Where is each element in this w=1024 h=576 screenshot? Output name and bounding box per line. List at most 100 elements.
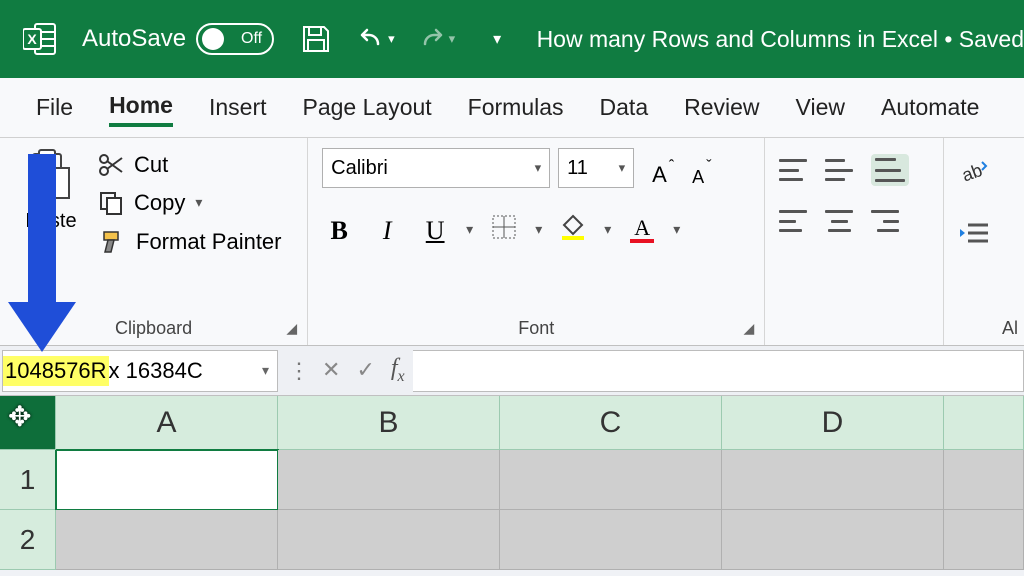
chevron-down-icon: ▾ xyxy=(619,160,626,176)
cell-a2[interactable] xyxy=(56,510,278,570)
tab-file[interactable]: File xyxy=(36,94,73,125)
font-size-select[interactable]: 11 ▾ xyxy=(558,148,634,188)
enter-icon[interactable]: ✓ xyxy=(356,357,374,383)
col-header-b[interactable]: B xyxy=(278,396,500,450)
align-right-button[interactable] xyxy=(871,210,899,232)
increase-font-button[interactable]: Aˆ xyxy=(652,148,674,188)
namebox-rows: 1048576R xyxy=(3,356,109,386)
fill-color-button[interactable] xyxy=(556,214,590,247)
tab-data[interactable]: Data xyxy=(600,94,649,125)
col-header-c[interactable]: C xyxy=(500,396,722,450)
formula-bar-row: 1048576R x 16384C ▾ ⋮ ✕ ✓ fx xyxy=(0,346,1024,396)
save-icon[interactable] xyxy=(298,21,334,57)
align-center-button[interactable] xyxy=(825,210,853,232)
bold-button[interactable]: B xyxy=(322,216,356,246)
chevron-down-icon: ▾ xyxy=(47,237,54,254)
cursor-icon: ✥ xyxy=(8,400,31,433)
indent-button[interactable] xyxy=(958,221,1010,250)
group-label-alignment: Al xyxy=(944,318,1024,339)
undo-button[interactable]: ▾ xyxy=(356,24,395,54)
qat-customize-icon[interactable]: ▾ xyxy=(479,21,515,57)
formula-input[interactable] xyxy=(413,350,1024,392)
tab-automate[interactable]: Automate xyxy=(881,94,979,125)
ribbon: Paste ▾ Cut Copy ▾ Format Painter C xyxy=(0,138,1024,346)
fx-icon[interactable]: fx xyxy=(391,355,405,386)
select-all-corner[interactable]: ✥ xyxy=(0,396,56,450)
chevron-down-icon: ▾ xyxy=(449,31,456,47)
tab-view[interactable]: View xyxy=(796,94,845,125)
chevron-down-icon[interactable]: ▾ xyxy=(262,362,269,379)
ribbon-tabs: File Home Insert Page Layout Formulas Da… xyxy=(0,78,1024,138)
cell-b1[interactable] xyxy=(278,450,500,510)
copy-button[interactable]: Copy ▾ xyxy=(98,190,282,216)
orientation-button[interactable]: ab xyxy=(958,156,1010,193)
tab-home[interactable]: Home xyxy=(109,92,173,127)
autosave-label: AutoSave xyxy=(82,25,186,53)
italic-button[interactable]: I xyxy=(370,216,404,246)
group-font: Calibri ▾ 11 ▾ Aˆ Aˇ B I U ▾ ▾ ▾ A xyxy=(308,138,765,345)
align-top-button[interactable] xyxy=(779,159,807,181)
cell-c1[interactable] xyxy=(500,450,722,510)
cancel-icon[interactable]: ✕ xyxy=(322,357,340,383)
group-label-clipboard: Clipboard xyxy=(0,318,307,339)
autosave-toggle[interactable]: AutoSave Off xyxy=(82,23,274,55)
cell-b2[interactable] xyxy=(278,510,500,570)
chevron-down-icon: ▾ xyxy=(535,160,542,176)
table-row: 2 xyxy=(0,510,1024,570)
align-left-button[interactable] xyxy=(779,210,807,232)
excel-logo-icon: X xyxy=(22,21,58,57)
dialog-launcher-icon[interactable]: ◢ xyxy=(744,320,755,337)
font-color-button[interactable]: A xyxy=(625,219,659,243)
chevron-down-icon: ▾ xyxy=(466,222,473,239)
table-row: 1 xyxy=(0,450,1024,510)
tab-page-layout[interactable]: Page Layout xyxy=(303,94,432,125)
column-headers: ✥ A B C D xyxy=(0,396,1024,450)
svg-text:X: X xyxy=(27,31,37,47)
document-title: How many Rows and Columns in Excel • Sav… xyxy=(537,26,1024,53)
group-label-font: Font xyxy=(308,318,764,339)
redo-button[interactable]: ▾ xyxy=(417,24,456,54)
cell-a1[interactable] xyxy=(56,450,278,510)
group-alignment xyxy=(765,138,944,345)
col-header-e[interactable] xyxy=(944,396,1024,450)
spreadsheet-grid: ✥ A B C D 1 2 xyxy=(0,396,1024,570)
paste-button[interactable]: Paste ▾ xyxy=(14,148,88,256)
chevron-down-icon: ▾ xyxy=(535,222,542,239)
tab-review[interactable]: Review xyxy=(684,94,759,125)
name-box[interactable]: 1048576R x 16384C ▾ xyxy=(2,350,278,392)
col-header-d[interactable]: D xyxy=(722,396,944,450)
borders-button[interactable] xyxy=(487,214,521,247)
toggle-off-icon[interactable]: Off xyxy=(196,23,274,55)
cell-d2[interactable] xyxy=(722,510,944,570)
cell-d1[interactable] xyxy=(722,450,944,510)
align-middle-button[interactable] xyxy=(825,159,853,181)
title-bar: X AutoSave Off ▾ ▾ ▾ How many Rows and C… xyxy=(0,0,1024,78)
underline-button[interactable]: U xyxy=(418,216,452,246)
format-painter-button[interactable]: Format Painter xyxy=(98,228,282,256)
decrease-font-button[interactable]: Aˇ xyxy=(692,148,711,188)
row-header-1[interactable]: 1 xyxy=(0,450,56,510)
row-header-2[interactable]: 2 xyxy=(0,510,56,570)
align-bottom-button[interactable] xyxy=(871,154,909,186)
tab-insert[interactable]: Insert xyxy=(209,94,267,125)
chevron-down-icon: ▾ xyxy=(388,31,395,47)
font-name-select[interactable]: Calibri ▾ xyxy=(322,148,550,188)
separator-icon: ⋮ xyxy=(288,358,310,384)
group-clipboard: Paste ▾ Cut Copy ▾ Format Painter C xyxy=(0,138,308,345)
namebox-cols: x 16384C xyxy=(109,358,203,384)
copy-icon xyxy=(98,190,124,216)
cell-e2[interactable] xyxy=(944,510,1024,570)
col-header-a[interactable]: A xyxy=(56,396,278,450)
cut-button[interactable]: Cut xyxy=(98,152,282,178)
chevron-down-icon: ▾ xyxy=(673,222,680,239)
chevron-down-icon: ▾ xyxy=(604,222,611,239)
cell-c2[interactable] xyxy=(500,510,722,570)
svg-text:ab: ab xyxy=(960,160,986,186)
cell-e1[interactable] xyxy=(944,450,1024,510)
chevron-down-icon: ▾ xyxy=(195,195,202,212)
scissors-icon xyxy=(98,152,124,178)
paintbrush-icon xyxy=(98,228,126,256)
dialog-launcher-icon[interactable]: ◢ xyxy=(286,320,297,337)
group-alignment-extra: ab Al xyxy=(944,138,1024,345)
tab-formulas[interactable]: Formulas xyxy=(468,94,564,125)
